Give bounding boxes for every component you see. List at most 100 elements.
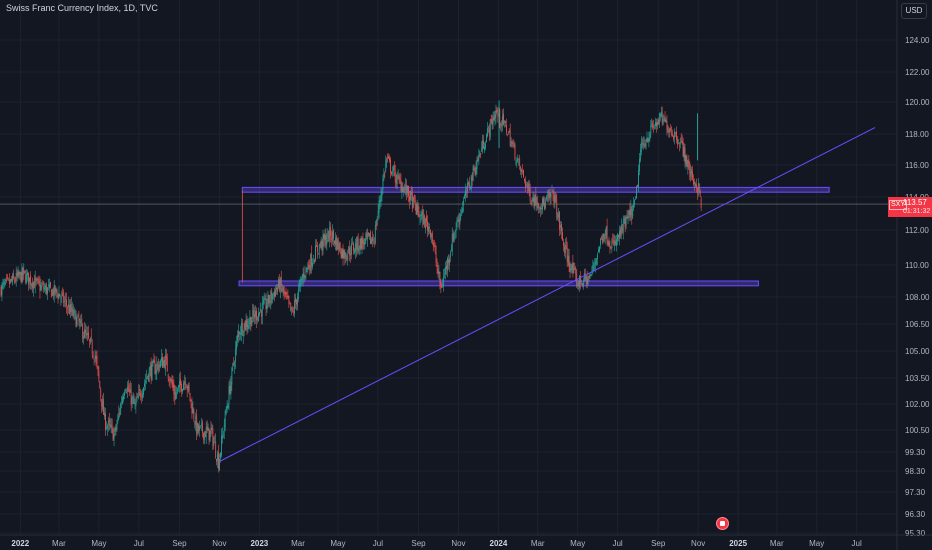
candle-body xyxy=(448,259,449,263)
candle-body xyxy=(381,191,383,196)
candle-body xyxy=(5,279,7,282)
bar-countdown: 01:31:32 xyxy=(903,208,931,215)
candle-body xyxy=(106,427,107,429)
candle-body xyxy=(264,298,266,300)
candle-body xyxy=(563,246,565,254)
candle-body xyxy=(176,392,178,394)
candle-body xyxy=(375,223,377,227)
candle-body xyxy=(471,176,473,181)
candle-body xyxy=(695,183,696,187)
candle-body xyxy=(62,292,64,293)
trendline[interactable] xyxy=(219,127,876,462)
candle-body xyxy=(32,282,34,291)
candle-body xyxy=(447,258,448,271)
candle-body xyxy=(377,211,379,217)
candle-body xyxy=(339,242,341,253)
candle-body xyxy=(177,387,179,392)
candle-body xyxy=(510,142,512,147)
candle-body xyxy=(468,182,470,188)
candle-body xyxy=(402,188,404,193)
candle-body xyxy=(666,121,668,131)
candle-body xyxy=(477,158,479,162)
candle-body xyxy=(329,227,331,240)
candle-body xyxy=(47,287,48,295)
candle-body xyxy=(104,412,105,417)
candle-body xyxy=(380,194,382,202)
candle-body xyxy=(435,252,437,264)
candle-body xyxy=(118,412,120,416)
candle-body xyxy=(69,305,70,314)
candle-body xyxy=(643,143,645,146)
candle-body xyxy=(31,284,32,286)
candle-body xyxy=(8,278,9,280)
candle-body xyxy=(501,123,503,127)
candle-body xyxy=(502,116,503,125)
candle-body xyxy=(136,396,138,402)
candle-body xyxy=(63,292,65,304)
time-tick-label: Jul xyxy=(852,539,862,548)
candle-body xyxy=(443,276,445,286)
candle-body xyxy=(503,113,504,125)
candle-body xyxy=(238,331,239,338)
candle-body xyxy=(654,126,655,128)
candle-body xyxy=(455,228,457,232)
candle-body xyxy=(563,241,564,246)
candle-body xyxy=(203,431,205,441)
candle-body xyxy=(73,309,75,315)
candle-body xyxy=(646,136,648,143)
event-marker-icon[interactable] xyxy=(716,517,729,530)
candle-body xyxy=(434,245,436,251)
candle-body xyxy=(262,302,264,305)
candle-body xyxy=(164,355,166,371)
candle-body xyxy=(497,113,499,117)
price-axis[interactable]: 95.30 96.30 97.30 98.30 99.30 100.50 102.00 103… xyxy=(896,0,930,550)
candle-body xyxy=(335,236,337,250)
candle-body xyxy=(125,390,126,391)
candle-body xyxy=(2,283,4,285)
candle-body xyxy=(53,285,55,297)
candle-body xyxy=(315,245,316,262)
candle-body xyxy=(319,245,321,247)
candle-body xyxy=(170,379,172,381)
candle-body xyxy=(617,234,618,242)
horizontal-zones[interactable] xyxy=(0,186,897,287)
candle-body xyxy=(201,423,202,425)
candle-body xyxy=(316,245,317,248)
price-tick-label: 112.00 xyxy=(905,226,929,235)
candle-body xyxy=(601,236,603,243)
candle-body xyxy=(157,362,159,364)
time-axis[interactable]: 2022 Mar May Jul Sep Nov 2023 Mar May Jul Sep Nov 20… xyxy=(0,534,932,548)
candle-body xyxy=(184,381,186,386)
candle-body xyxy=(661,111,663,123)
candle-body xyxy=(533,197,535,206)
candle-body xyxy=(83,336,85,340)
candle-body xyxy=(418,211,420,217)
candle-body xyxy=(560,225,561,228)
candle-body xyxy=(143,387,144,395)
candle-body xyxy=(446,265,447,269)
candle-body xyxy=(354,250,355,253)
candle-body xyxy=(124,392,125,396)
time-tick-label: Nov xyxy=(212,539,226,548)
candle-body xyxy=(193,410,195,420)
candle-body xyxy=(361,237,363,249)
candle-body xyxy=(107,425,108,429)
candle-body xyxy=(206,426,208,430)
candle-body xyxy=(129,388,131,393)
candle-body xyxy=(421,212,423,215)
candle-body xyxy=(651,122,653,128)
candle-body xyxy=(250,317,252,328)
currency-button[interactable]: USD xyxy=(901,3,927,19)
candle-body xyxy=(621,226,623,231)
candle-body xyxy=(120,403,122,415)
candle-body xyxy=(122,397,123,404)
candle-body xyxy=(408,185,409,196)
candle-body xyxy=(225,410,227,414)
candle-body xyxy=(38,280,40,283)
candle-body xyxy=(700,198,702,208)
time-tick-label: May xyxy=(809,539,824,548)
candle-body xyxy=(296,299,297,305)
candle-body xyxy=(40,285,42,290)
candle-body xyxy=(417,203,419,213)
